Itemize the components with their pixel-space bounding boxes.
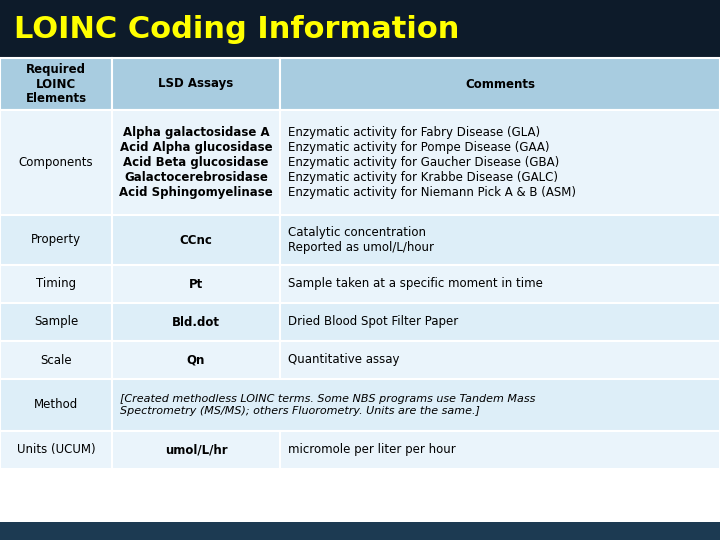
Bar (0, 341, 112, 379)
Bar (0, 303, 112, 341)
Text: Dried Blood Spot Filter Paper: Dried Blood Spot Filter Paper (288, 315, 458, 328)
Text: Scale: Scale (40, 354, 72, 367)
Bar (112, 303, 280, 341)
Text: Comments: Comments (465, 78, 535, 91)
Bar (280, 265, 720, 303)
Text: Timing: Timing (36, 278, 76, 291)
Text: Bld.dot: Bld.dot (172, 315, 220, 328)
Text: Pt: Pt (189, 278, 203, 291)
Text: micromole per liter per hour: micromole per liter per hour (288, 443, 456, 456)
Text: LOINC Coding Information: LOINC Coding Information (14, 15, 459, 44)
Bar (112, 265, 280, 303)
Bar (0, 215, 112, 265)
Bar (280, 215, 720, 265)
Bar (112, 215, 280, 265)
Bar (280, 431, 720, 469)
Bar (112, 58, 280, 110)
Text: Sample taken at a specific moment in time: Sample taken at a specific moment in tim… (288, 278, 543, 291)
Bar (280, 58, 720, 110)
Bar (0, 0, 720, 58)
Bar (112, 341, 280, 379)
Text: Method: Method (34, 399, 78, 411)
Bar (0, 379, 112, 431)
Text: Property: Property (31, 233, 81, 246)
Bar (0, 58, 112, 110)
Text: Quantitative assay: Quantitative assay (288, 354, 400, 367)
Bar (0, 265, 112, 303)
Bar (280, 110, 720, 215)
Bar (0, 110, 112, 215)
Bar (112, 110, 280, 215)
Bar (280, 341, 720, 379)
Text: Sample: Sample (34, 315, 78, 328)
Bar (280, 303, 720, 341)
Text: [Created methodless LOINC terms. Some NBS programs use Tandem Mass
Spectrometry : [Created methodless LOINC terms. Some NB… (120, 394, 536, 416)
Text: umol/L/hr: umol/L/hr (165, 443, 228, 456)
Bar (112, 379, 720, 431)
Text: Qn: Qn (186, 354, 205, 367)
Text: CCnc: CCnc (179, 233, 212, 246)
Bar (112, 431, 280, 469)
Bar (0, 431, 112, 469)
Text: LSD Assays: LSD Assays (158, 78, 233, 91)
Text: Enzymatic activity for Fabry Disease (GLA)
Enzymatic activity for Pompe Disease : Enzymatic activity for Fabry Disease (GL… (288, 126, 576, 199)
Text: Catalytic concentration
Reported as umol/L/hour: Catalytic concentration Reported as umol… (288, 226, 434, 254)
Text: Units (UCUM): Units (UCUM) (17, 443, 95, 456)
Text: Required
LOINC
Elements: Required LOINC Elements (25, 63, 86, 105)
Text: Alpha galactosidase A
Acid Alpha glucosidase
Acid Beta glucosidase
Galactocerebr: Alpha galactosidase A Acid Alpha glucosi… (119, 126, 273, 199)
Text: Components: Components (19, 156, 94, 169)
Bar (0, 522, 720, 540)
